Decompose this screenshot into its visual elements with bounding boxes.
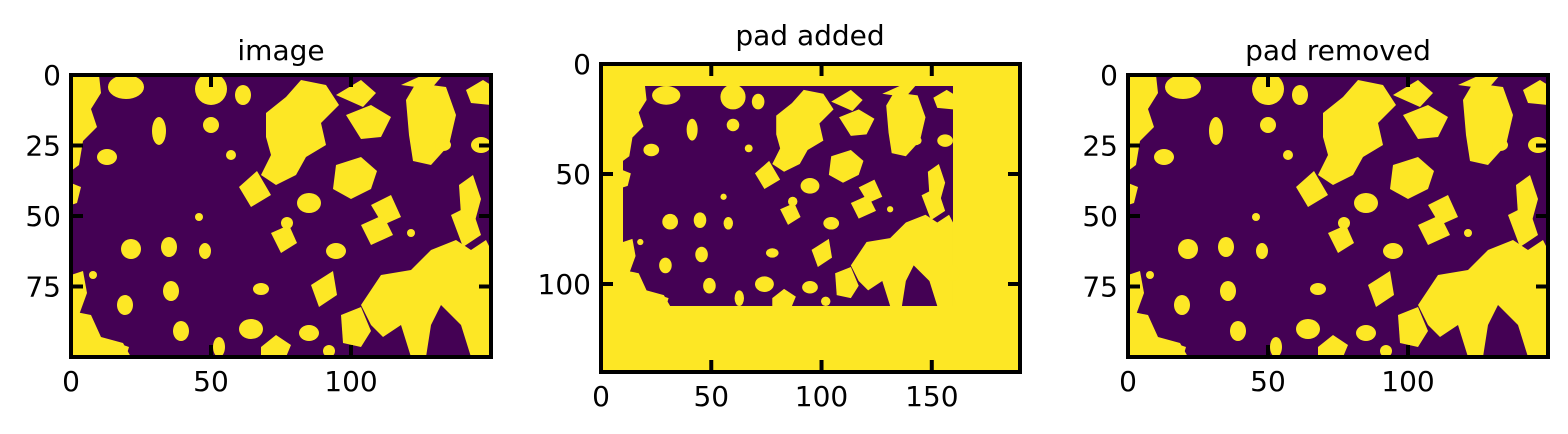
x-tick-label: 0 [1119,365,1137,398]
y-tick-label: 50 [1082,200,1118,233]
x-tick-label: 100 [795,380,848,413]
panel-pad-added: pad added 0 50 100 150 0 50 100 [538,19,1022,413]
y-tick-label: 100 [538,268,591,301]
y-tick-label: 75 [1082,271,1118,304]
x-tick-label: 100 [1381,365,1434,398]
x-tick-label: 0 [62,365,80,398]
panel-title: pad removed [1245,34,1431,67]
y-tick-label: 0 [573,48,591,81]
x-tick-label: 0 [592,380,610,413]
axes-frame [599,62,1022,374]
y-tick-label: 75 [25,271,61,304]
y-tick-label: 0 [43,59,61,92]
x-tick-label: 50 [193,365,229,398]
heatmap-pad-removed [1128,75,1548,357]
panel-title: image [237,34,324,67]
panel-title: pad added [735,19,884,52]
y-tick-label: 25 [25,130,61,163]
heatmap-image [71,75,491,357]
x-tick-label: 50 [693,380,729,413]
y-tick-label: 50 [25,200,61,233]
x-tick-label: 150 [905,380,958,413]
y-tick-label: 0 [1100,59,1118,92]
y-tick-label: 25 [1082,130,1118,163]
panel-pad-removed: pad removed 0 50 100 0 25 50 75 [1082,34,1550,398]
x-tick-label: 100 [324,365,377,398]
y-tick-label: 50 [555,158,591,191]
panel-image: image 0 50 100 0 25 50 75 [25,34,493,398]
x-tick-label: 50 [1250,365,1286,398]
inner-image [623,84,960,306]
